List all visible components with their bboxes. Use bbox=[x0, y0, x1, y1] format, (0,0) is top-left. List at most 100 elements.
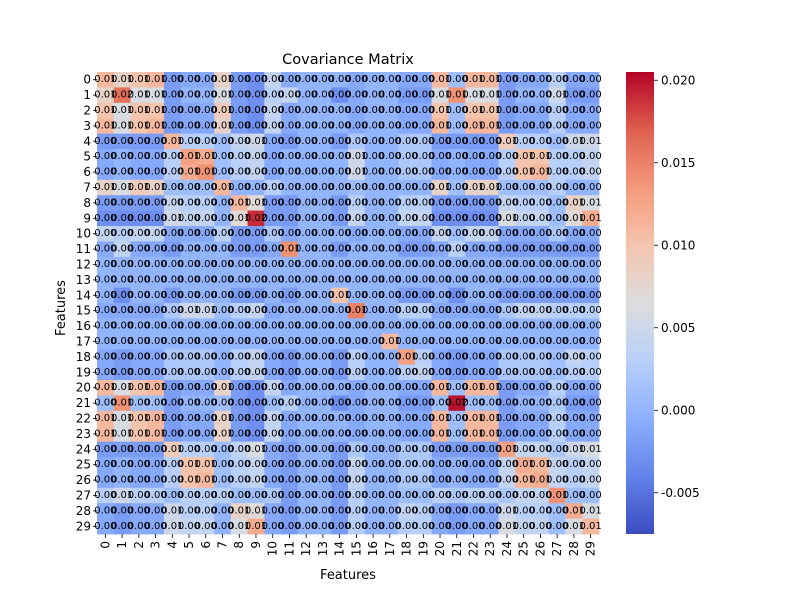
heatmap-cell bbox=[214, 210, 232, 227]
heatmap-cell bbox=[130, 102, 148, 119]
heatmap-cell bbox=[314, 241, 332, 258]
heatmap-cell bbox=[163, 164, 182, 181]
heatmap-cell bbox=[448, 133, 466, 150]
heatmap-cell bbox=[97, 179, 115, 196]
heatmap-cell bbox=[431, 195, 449, 211]
heatmap-cell bbox=[130, 272, 148, 288]
y-tick-label: 26 bbox=[76, 473, 91, 487]
heatmap-cell bbox=[314, 102, 332, 119]
heatmap-cell bbox=[314, 87, 332, 104]
heatmap-cell bbox=[197, 133, 215, 150]
heatmap-cell bbox=[281, 179, 299, 196]
heatmap-cell bbox=[448, 102, 466, 119]
heatmap-cell bbox=[180, 87, 198, 104]
heatmap-cell bbox=[297, 87, 315, 104]
heatmap-cell bbox=[147, 118, 165, 134]
heatmap-cell bbox=[398, 195, 416, 211]
heatmap-cell bbox=[197, 287, 215, 304]
x-axis-label: Features bbox=[320, 568, 376, 583]
heatmap-cell bbox=[348, 72, 366, 88]
heatmap-cell bbox=[314, 210, 332, 227]
heatmap-cell bbox=[113, 179, 131, 196]
heatmap-cell bbox=[431, 102, 449, 119]
cell-value: 0.00 bbox=[579, 459, 601, 470]
heatmap-cell bbox=[381, 133, 399, 150]
heatmap-cell bbox=[465, 87, 483, 104]
heatmap-cell bbox=[147, 210, 165, 227]
heatmap-cell bbox=[498, 133, 516, 150]
y-tick-label: 23 bbox=[76, 427, 91, 441]
y-tick-label: 16 bbox=[76, 319, 91, 333]
heatmap-cell bbox=[465, 287, 483, 304]
x-tick-label: 13 bbox=[316, 541, 330, 556]
heatmap-cell bbox=[113, 226, 131, 242]
heatmap-cell bbox=[230, 287, 248, 304]
heatmap-cell bbox=[97, 87, 115, 104]
heatmap-cell bbox=[264, 164, 282, 181]
heatmap-cell bbox=[515, 241, 533, 258]
heatmap-cell bbox=[582, 195, 600, 211]
heatmap-cell bbox=[163, 118, 182, 134]
heatmap-cell bbox=[381, 195, 399, 211]
heatmap-cell bbox=[297, 256, 315, 273]
heatmap-cell bbox=[130, 133, 148, 150]
cell-value: 0.01 bbox=[579, 521, 601, 532]
heatmap-cell bbox=[197, 256, 215, 273]
heatmap-cell bbox=[331, 164, 349, 181]
heatmap-cell bbox=[565, 72, 583, 88]
heatmap-cell bbox=[481, 226, 499, 242]
cell-value: 0.00 bbox=[579, 413, 601, 424]
heatmap-cell bbox=[197, 179, 215, 196]
heatmap-cell bbox=[498, 179, 516, 196]
heatmap-cell bbox=[180, 179, 198, 196]
colorbar bbox=[626, 72, 654, 534]
heatmap-cell bbox=[565, 179, 583, 196]
heatmap-cell bbox=[314, 72, 332, 88]
heatmap-cell bbox=[230, 102, 248, 119]
heatmap-cell bbox=[465, 195, 483, 211]
x-tick-label: 18 bbox=[400, 541, 414, 556]
heatmap-cell bbox=[565, 210, 583, 227]
heatmap-cell bbox=[481, 241, 499, 258]
heatmap-cell bbox=[247, 241, 265, 258]
heatmap-cell bbox=[180, 195, 198, 211]
heatmap-cell bbox=[364, 256, 382, 273]
heatmap-cell bbox=[565, 133, 583, 150]
heatmap-cell bbox=[364, 226, 382, 242]
heatmap-cell bbox=[582, 256, 600, 273]
heatmap-cell bbox=[214, 272, 232, 288]
cell-value: 0.00 bbox=[579, 151, 601, 162]
heatmap-cell bbox=[582, 272, 600, 288]
heatmap-cell bbox=[163, 272, 182, 288]
colorbar-tick-label: 0.020 bbox=[661, 73, 695, 87]
heatmap-cell bbox=[465, 241, 483, 258]
heatmap-cell bbox=[498, 241, 516, 258]
heatmap-cell bbox=[398, 226, 416, 242]
heatmap-cell bbox=[582, 102, 600, 119]
heatmap-cell bbox=[364, 241, 382, 258]
heatmap-cell bbox=[214, 287, 232, 304]
heatmap-cell bbox=[197, 226, 215, 242]
heatmap-cell bbox=[113, 149, 131, 165]
heatmap-cell bbox=[180, 164, 198, 181]
x-tick-label: 27 bbox=[550, 541, 564, 556]
heatmap-cell bbox=[448, 287, 466, 304]
heatmap-cell bbox=[548, 256, 566, 273]
heatmap-cell bbox=[465, 149, 483, 165]
heatmap-cell bbox=[565, 149, 583, 165]
heatmap-cell bbox=[431, 72, 449, 88]
heatmap-cell bbox=[163, 241, 182, 258]
heatmap-cell bbox=[481, 179, 499, 196]
heatmap-cell bbox=[247, 287, 265, 304]
y-tick-label: 12 bbox=[76, 258, 91, 272]
heatmap-cell bbox=[364, 210, 382, 227]
heatmap-cell bbox=[481, 287, 499, 304]
heatmap-cell bbox=[197, 72, 215, 88]
heatmap-cell bbox=[180, 256, 198, 273]
x-tick-label: 22 bbox=[467, 541, 481, 556]
heatmap-cell bbox=[532, 195, 550, 211]
x-tick-label: 23 bbox=[483, 541, 497, 556]
heatmap-cell bbox=[414, 226, 433, 242]
heatmap-cell bbox=[281, 72, 299, 88]
